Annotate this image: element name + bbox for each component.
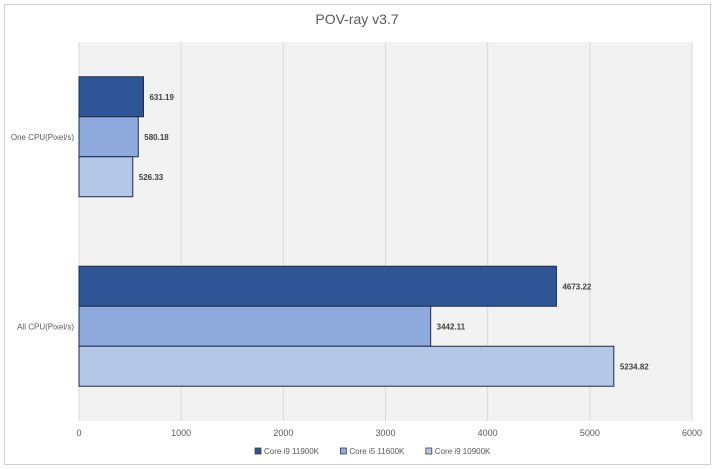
legend-swatch	[254, 447, 262, 455]
legend-swatch	[339, 447, 347, 455]
data-label: 4673.22	[562, 282, 591, 291]
bar	[78, 305, 432, 347]
x-tick-label: 1000	[171, 428, 191, 438]
chart-title: POV-ray v3.7	[315, 11, 398, 27]
data-label: 631.19	[149, 93, 174, 102]
x-tick-label: 6000	[682, 428, 702, 438]
data-label: 580.18	[144, 133, 169, 142]
bar	[78, 76, 144, 118]
x-tick-label: 0	[76, 428, 81, 438]
bar	[78, 265, 557, 307]
data-label: 526.33	[139, 173, 164, 182]
x-tick-label: 2000	[273, 428, 293, 438]
x-tick-label: 5000	[580, 428, 600, 438]
legend-label: Core i5 11600K	[349, 447, 405, 456]
data-label: 5234.82	[620, 362, 649, 371]
category-label: All CPU(Pixel/s)	[17, 322, 74, 331]
category-label: One CPU(Pixel/s)	[11, 133, 74, 142]
legend-label: Core i9 11900K	[264, 447, 320, 456]
bar	[78, 116, 139, 158]
x-tick-label: 3000	[375, 428, 395, 438]
legend-swatch	[425, 447, 433, 455]
data-label: 3442.11	[437, 322, 466, 331]
bar	[78, 345, 615, 387]
x-tick-label: 4000	[478, 428, 498, 438]
bar	[78, 156, 134, 198]
legend-label: Core i9 10900K	[435, 447, 491, 456]
